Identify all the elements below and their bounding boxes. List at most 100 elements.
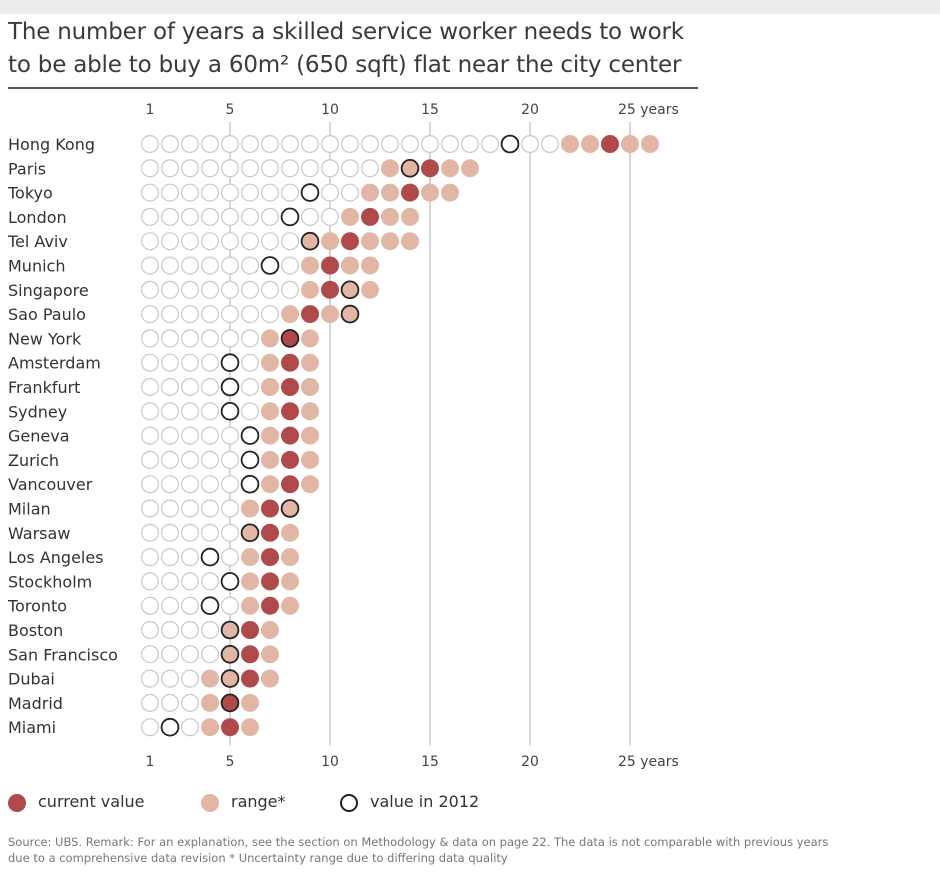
dot-empty (181, 378, 200, 397)
dot-current (281, 475, 299, 494)
dot-range (461, 159, 479, 178)
city-label: Paris (8, 159, 46, 178)
dot-range (281, 305, 299, 324)
dot-empty (221, 475, 240, 494)
dot-range (301, 256, 319, 275)
dot-empty (181, 548, 200, 567)
dot-empty (181, 426, 200, 445)
dot-empty (241, 280, 260, 299)
dot-empty (181, 523, 200, 542)
legend-label-prev: value in 2012 (370, 792, 480, 811)
dot-empty (161, 256, 180, 275)
dot-empty (141, 183, 160, 202)
dot-empty (241, 329, 260, 348)
x-tick-label-top: 20 (521, 102, 539, 118)
dot-range (401, 232, 419, 251)
dot-empty (161, 207, 180, 226)
dot-empty (141, 620, 160, 639)
dot-range (241, 596, 259, 615)
dot-empty (221, 280, 240, 299)
dot-range (261, 378, 279, 396)
dot-range (221, 645, 239, 664)
dot-current (401, 183, 419, 202)
city-label: Munich (8, 257, 65, 276)
dot-current (341, 232, 359, 251)
dot-range (381, 207, 399, 226)
dot-empty (201, 232, 220, 251)
dot-empty (241, 232, 260, 251)
dot-empty (141, 450, 160, 469)
chart-title-line-1: The number of years a skilled service wo… (8, 19, 684, 45)
dot-range (261, 426, 279, 445)
dot-current (241, 621, 259, 639)
dot-current (301, 305, 319, 324)
dot-empty (421, 135, 440, 154)
dot-empty (241, 159, 260, 178)
dot-empty (201, 620, 220, 639)
city-label: Geneva (8, 427, 70, 446)
dot-empty (141, 572, 160, 591)
dot-value-2012 (240, 523, 260, 543)
dot-empty (181, 280, 200, 299)
dot-empty (261, 207, 280, 226)
dot-range (261, 329, 279, 348)
dot-value-2012 (340, 304, 360, 324)
dot-range (241, 693, 259, 712)
dot-empty (221, 426, 240, 445)
x-tick-label-bottom: 1 (146, 754, 155, 770)
dot-value-2012 (160, 717, 180, 737)
dot-empty (201, 256, 220, 275)
dot-value-2012 (300, 231, 320, 251)
dot-range (341, 256, 359, 275)
dot-current (281, 378, 299, 396)
dot-empty (161, 159, 180, 178)
dot-current (221, 718, 239, 737)
dot-range (261, 621, 279, 639)
dot-value-2012 (260, 256, 280, 275)
dot-empty (461, 135, 480, 154)
dot-range (641, 135, 659, 153)
dot-empty (221, 450, 240, 469)
city-label: Tokyo (7, 184, 53, 203)
dot-range (241, 499, 259, 518)
dot-range (341, 280, 359, 299)
dot-empty (161, 499, 180, 518)
dot-empty (181, 232, 200, 251)
dot-range (301, 353, 319, 372)
dot-empty (141, 499, 160, 518)
dot-empty (181, 450, 200, 469)
dot-empty (181, 620, 200, 639)
dot-empty (141, 305, 160, 324)
dot-current (321, 256, 339, 275)
dot-range (401, 159, 419, 178)
dot-empty (161, 523, 180, 542)
dot-empty (241, 402, 260, 421)
dot-empty (241, 207, 260, 226)
city-label: Sydney (8, 402, 67, 421)
dot-value-2012 (200, 547, 220, 567)
dot-value-2012 (220, 401, 240, 421)
dot-range (301, 378, 319, 396)
x-tick-label-top: 1 (146, 102, 155, 118)
dot-current (261, 523, 279, 542)
dot-empty (161, 402, 180, 421)
dot-empty (181, 159, 200, 178)
city-label: Milan (8, 500, 51, 519)
dot-value-2012 (220, 377, 240, 397)
legend-swatch-prev (340, 794, 358, 812)
dot-empty (381, 135, 400, 154)
dot-empty (321, 135, 340, 154)
x-tick-label-top: 15 (421, 102, 439, 118)
chart-title-line-2: to be able to buy a 60m² (650 sqft) flat… (8, 52, 682, 78)
dot-empty (281, 159, 300, 178)
dot-empty (221, 523, 240, 542)
dot-value-2012 (280, 499, 300, 518)
dot-empty (221, 548, 240, 567)
x-tick-label-bottom: 10 (321, 754, 339, 770)
source-line-2: due to a comprehensive data revision * U… (8, 851, 508, 865)
dot-empty (141, 256, 160, 275)
dot-empty (141, 645, 160, 664)
dot-empty (321, 207, 340, 226)
city-label: Warsaw (8, 524, 70, 543)
dot-empty (181, 329, 200, 348)
